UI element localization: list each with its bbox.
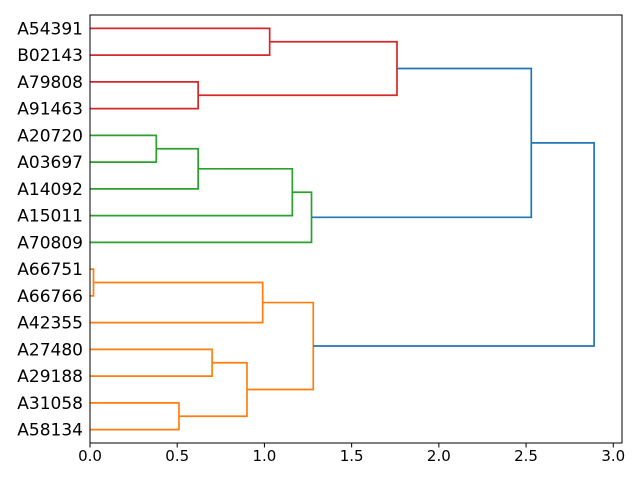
- leaf-label-A15011: A15011: [17, 207, 83, 227]
- x-tick-label: 1.5: [340, 447, 364, 465]
- leaf-label-A58134: A58134: [17, 421, 83, 441]
- dendrogram-link-g4: [90, 191, 313, 244]
- x-tick-label: 0.5: [165, 447, 189, 465]
- leaf-label-B02143: B02143: [17, 46, 83, 66]
- x-tick-label: 1.0: [252, 447, 276, 465]
- dendrogram-link-o5: [178, 361, 248, 418]
- leaf-label-A66766: A66766: [17, 287, 83, 307]
- leaf-label-A54391: A54391: [17, 19, 83, 39]
- leaf-label-A31058: A31058: [17, 394, 83, 414]
- dendrogram-link-r3: [198, 40, 398, 97]
- x-tick-label: 3.0: [601, 447, 625, 465]
- dendrogram-link-o1: [90, 268, 95, 297]
- labels-layer: 0.0 0.5 1.0 1.5 2.0 2.5 3.0 A54391 B02143 A79808 A…: [17, 19, 625, 465]
- dendrogram-link-o6: [246, 301, 315, 391]
- plot-border: [89, 14, 623, 444]
- x-tick-label: 2.5: [514, 447, 538, 465]
- dendrogram-links: [90, 27, 595, 431]
- dendrogram-link-b2: [313, 142, 595, 347]
- dendrogram-link-r2: [90, 81, 199, 110]
- dendrogram-link-o2: [90, 281, 264, 324]
- x-tick-label: 0.0: [78, 447, 102, 465]
- dendrogram-link-r1: [90, 27, 271, 56]
- leaf-label-A70809: A70809: [17, 233, 83, 253]
- dendrogram-link-g3: [90, 167, 294, 217]
- dendrogram-link-b1: [311, 67, 533, 219]
- x-tick-label: 2.0: [427, 447, 451, 465]
- leaf-label-A14092: A14092: [17, 180, 83, 200]
- leaf-label-A66751: A66751: [17, 260, 83, 280]
- leaf-label-A79808: A79808: [17, 73, 83, 93]
- dendrogram-link-g2: [90, 147, 199, 190]
- leaf-label-A29188: A29188: [17, 367, 83, 387]
- leaf-label-A20720: A20720: [17, 126, 83, 146]
- dendrogram-link-o4: [90, 402, 180, 431]
- leaf-label-A42355: A42355: [17, 314, 83, 334]
- leaf-label-A27480: A27480: [17, 340, 83, 360]
- axis-layer: [89, 14, 623, 448]
- leaf-label-A03697: A03697: [17, 153, 83, 173]
- leaf-label-A91463: A91463: [17, 100, 83, 120]
- dendrogram-link-g1: [90, 134, 158, 163]
- dendrogram-link-o3: [90, 348, 213, 377]
